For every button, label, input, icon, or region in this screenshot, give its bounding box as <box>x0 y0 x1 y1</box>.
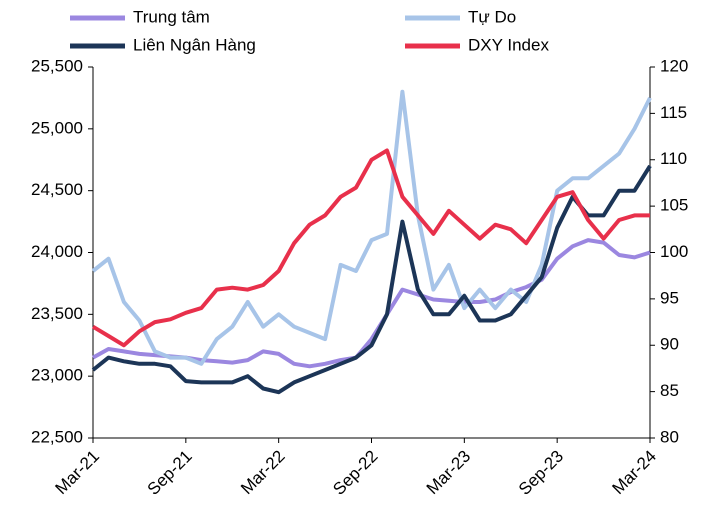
series-line <box>91 89 652 366</box>
x-tick-label: Sep-22 <box>329 447 381 499</box>
legend-label: DXY Index <box>468 35 549 54</box>
x-tick-label: Mar-24 <box>608 447 660 499</box>
y2-tick-label: 115 <box>660 103 687 122</box>
y-tick-label: 25,000 <box>31 118 83 137</box>
y-tick-label: 23,000 <box>31 366 83 385</box>
legend-label: Liên Ngân Hàng <box>133 35 256 54</box>
y-tick-label: 23,500 <box>31 304 83 323</box>
y-tick-label: 25,500 <box>31 56 83 75</box>
legend-label: Trung tâm <box>133 7 210 26</box>
x-tick-label: Mar-23 <box>423 447 475 499</box>
legend-label: Tự Do <box>468 7 516 26</box>
x-tick-label: Mar-21 <box>51 447 103 499</box>
y2-tick-label: 110 <box>660 149 687 168</box>
y-tick-label: 24,500 <box>31 180 83 199</box>
y2-tick-label: 105 <box>660 196 688 215</box>
y2-tick-label: 120 <box>660 56 688 75</box>
series-line <box>91 164 652 395</box>
x-tick-label: Sep-23 <box>515 447 567 499</box>
series-line <box>91 148 650 348</box>
y2-tick-label: 80 <box>660 427 679 446</box>
y-tick-label: 24,000 <box>31 242 83 261</box>
y-tick-label: 22,500 <box>31 427 83 446</box>
y2-tick-label: 85 <box>660 381 679 400</box>
y2-tick-label: 95 <box>660 288 679 307</box>
x-tick-label: Mar-22 <box>237 447 289 499</box>
y2-tick-label: 100 <box>660 242 688 261</box>
x-tick-label: Sep-21 <box>144 447 196 499</box>
y2-tick-label: 90 <box>660 335 679 354</box>
